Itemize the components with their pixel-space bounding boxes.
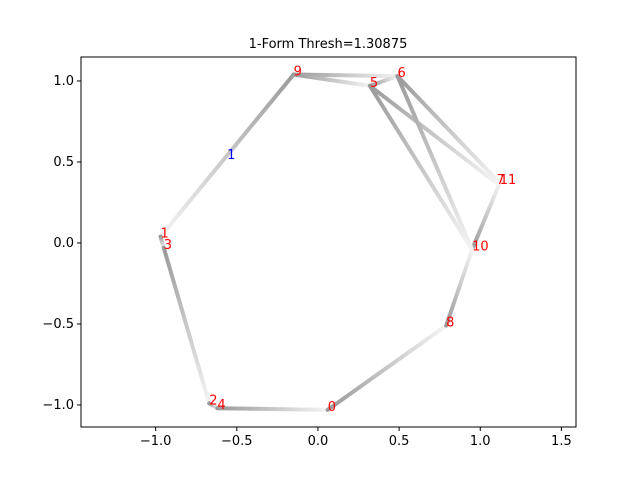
chart-title: 1-Form Thresh=1.30875 xyxy=(249,37,408,52)
x-tick-label: −0.5 xyxy=(221,434,253,449)
y-tick-label: 0.5 xyxy=(53,155,74,170)
edge xyxy=(215,406,330,412)
node-label: 4 xyxy=(217,398,225,413)
edge xyxy=(158,72,296,239)
node-label: 9 xyxy=(294,64,302,79)
node-label: 6 xyxy=(397,66,405,81)
axes-frame xyxy=(80,56,577,428)
edge xyxy=(367,74,400,88)
edge xyxy=(325,323,449,412)
y-tick-label: 1.0 xyxy=(53,74,74,89)
node-label: 3 xyxy=(164,238,172,253)
node-label: 1 xyxy=(161,226,169,241)
node-label: 0 xyxy=(328,400,336,415)
edge xyxy=(444,247,475,328)
x-tick-label: 0.5 xyxy=(389,434,410,449)
edge xyxy=(291,72,400,79)
x-tick-label: 1.0 xyxy=(470,434,491,449)
edge xyxy=(395,74,502,186)
x-tick-label: 1.5 xyxy=(551,434,572,449)
edge xyxy=(395,74,475,252)
edge xyxy=(291,72,372,88)
node-label: 2 xyxy=(209,393,217,408)
edge xyxy=(161,245,212,406)
node-label: 8 xyxy=(446,316,454,331)
node-label: 7 xyxy=(496,173,504,188)
edge xyxy=(367,83,499,186)
y-tick-label: 0.0 xyxy=(53,236,74,251)
edge xyxy=(470,181,502,252)
x-tick-label: −1.0 xyxy=(140,434,172,449)
y-tick-label: −0.5 xyxy=(42,317,74,332)
annotation: 1 xyxy=(227,148,235,163)
node-label: 5 xyxy=(370,76,378,91)
node-label: 10 xyxy=(472,239,489,254)
edge xyxy=(367,83,475,252)
x-tick-label: 0.0 xyxy=(308,434,329,449)
node-label: 11 xyxy=(500,173,517,188)
y-tick-label: −1.0 xyxy=(42,398,74,413)
